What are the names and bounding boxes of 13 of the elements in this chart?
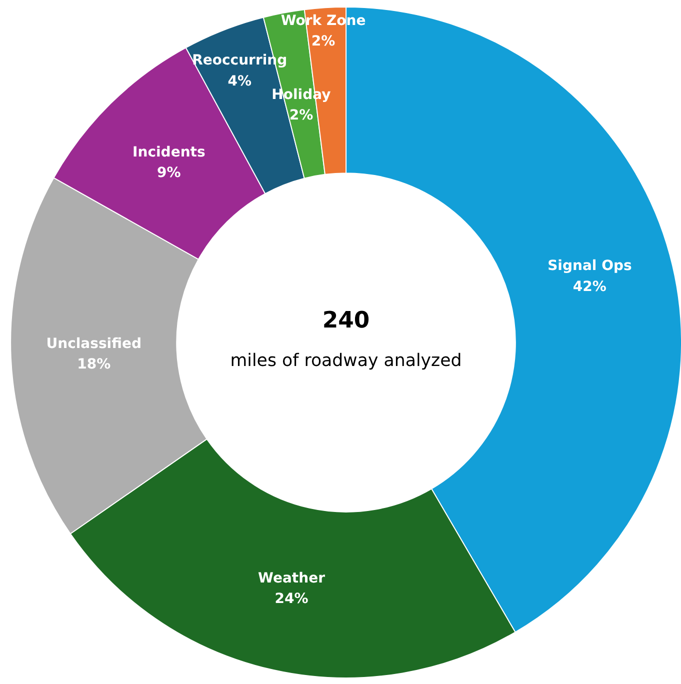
text: miles of roadway analyzed xyxy=(230,350,462,371)
data-label: 2% xyxy=(289,108,314,124)
slice-label: Incidents xyxy=(132,144,206,160)
data-label: 4% xyxy=(228,73,252,90)
slice-label: Weather xyxy=(258,570,326,586)
data-label: 9% xyxy=(157,165,181,182)
data-label: 24% xyxy=(274,591,308,608)
data-label: 42% xyxy=(572,278,606,295)
text: 240 xyxy=(322,308,370,334)
data-label: 18% xyxy=(77,356,111,373)
slice-label: Signal Ops xyxy=(548,258,632,274)
slice-label: Unclassified xyxy=(46,336,142,352)
data-label: 2% xyxy=(311,34,336,50)
